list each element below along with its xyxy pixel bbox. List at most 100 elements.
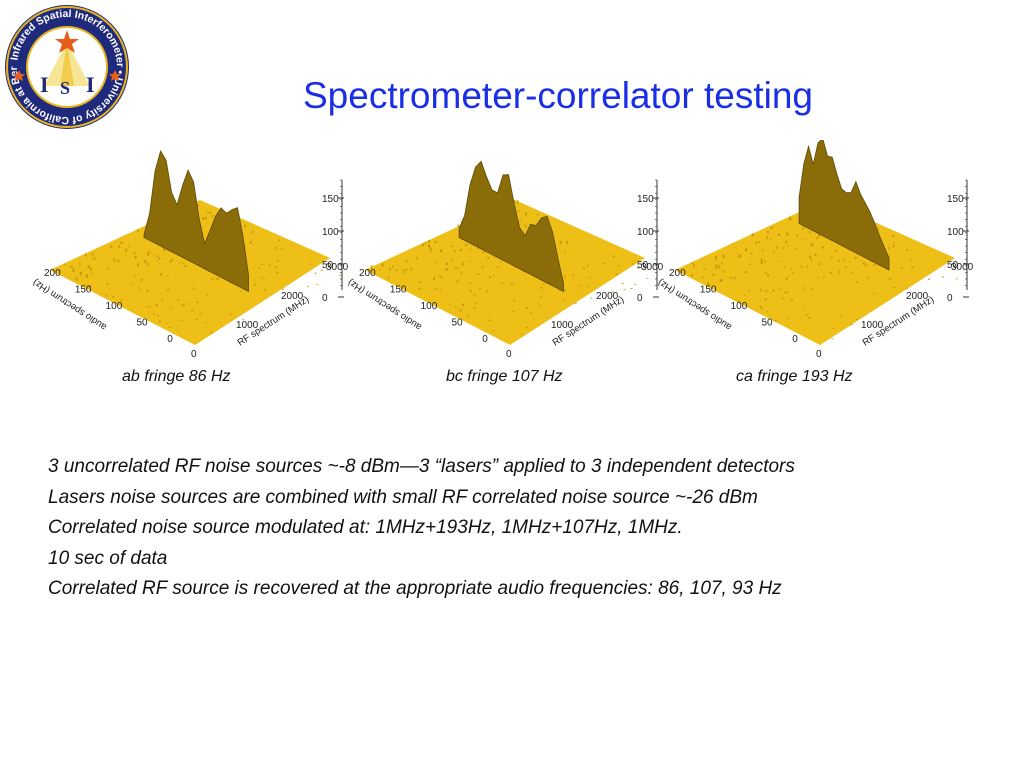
noise-texture [166, 290, 169, 292]
noise-texture [761, 249, 764, 251]
note-line: 10 sec of data [48, 547, 168, 569]
noise-texture [70, 265, 73, 269]
noise-texture [806, 265, 809, 268]
fringe-peak-ridge [143, 149, 249, 293]
noise-texture [526, 327, 529, 329]
noise-texture [524, 224, 527, 228]
audio-tick-label: 150 [700, 284, 717, 295]
noise-texture [822, 276, 825, 278]
noise-texture [690, 274, 693, 277]
noise-texture [147, 252, 149, 256]
audio-tick-label: 100 [731, 301, 748, 312]
z-tick-label: 50 [637, 260, 649, 271]
noise-texture [501, 282, 504, 285]
noise-texture [165, 323, 168, 325]
noise-texture [136, 263, 139, 267]
noise-texture [195, 318, 198, 321]
noise-texture [251, 231, 254, 234]
noise-texture [559, 240, 562, 244]
noise-texture [809, 244, 812, 247]
noise-texture [510, 283, 513, 286]
noise-texture [84, 254, 87, 256]
noise-texture [830, 272, 832, 274]
noise-texture [106, 268, 109, 270]
noise-texture [277, 259, 279, 262]
noise-texture [138, 287, 141, 289]
noise-texture [634, 283, 637, 285]
noise-texture [693, 264, 695, 268]
noise-texture [764, 260, 767, 263]
noise-texture [261, 263, 263, 266]
noise-texture [837, 259, 840, 262]
rf-tick-label: 1000 [861, 320, 884, 331]
noise-texture [781, 297, 784, 299]
noise-texture [387, 276, 390, 280]
noise-texture [849, 261, 852, 263]
noise-texture [738, 254, 741, 258]
noise-texture [166, 275, 169, 277]
noise-texture [720, 278, 723, 282]
noise-texture [777, 233, 780, 236]
noise-texture [892, 242, 895, 244]
noise-texture [729, 276, 732, 279]
noise-texture [759, 288, 762, 292]
noise-texture [488, 276, 491, 279]
noise-texture [370, 265, 373, 269]
noise-texture [785, 278, 788, 280]
noise-texture [783, 266, 786, 268]
noise-texture [802, 307, 805, 309]
noise-texture [163, 248, 166, 252]
noise-texture [769, 238, 772, 241]
audio-tick-label: 50 [136, 317, 148, 328]
noise-texture [158, 263, 161, 265]
noise-texture [572, 274, 575, 276]
noise-texture [462, 303, 464, 306]
noise-texture [854, 256, 857, 259]
noise-texture [722, 270, 725, 273]
noise-texture [184, 265, 187, 267]
noise-texture [92, 257, 95, 261]
noise-texture [211, 278, 214, 280]
noise-texture [707, 282, 710, 286]
noise-texture [239, 290, 242, 293]
noise-texture [295, 292, 297, 294]
noise-texture [459, 249, 462, 252]
note-line: Correlated RF source is recovered at the… [48, 578, 782, 599]
audio-tick-label: 50 [451, 317, 463, 328]
noise-texture [439, 289, 442, 291]
noise-texture [808, 231, 811, 234]
surface-floor [675, 200, 955, 345]
noise-texture [892, 235, 895, 238]
noise-texture [170, 307, 173, 309]
noise-texture [147, 263, 150, 266]
noise-texture [429, 246, 432, 250]
z-tick-label: 150 [322, 194, 339, 205]
noise-texture [720, 262, 723, 264]
noise-texture [787, 317, 790, 319]
noise-texture [261, 277, 263, 279]
audio-tick-label: 150 [75, 284, 92, 295]
noise-texture [254, 284, 256, 286]
noise-texture [873, 264, 876, 266]
noise-texture [157, 314, 160, 317]
noise-texture [421, 243, 424, 247]
noise-texture [391, 265, 394, 268]
noise-texture [717, 266, 720, 269]
noise-texture [909, 258, 912, 261]
noise-texture [855, 318, 858, 320]
noise-texture [580, 292, 583, 294]
noise-texture [429, 249, 432, 253]
noise-texture [786, 244, 789, 247]
noise-texture [564, 289, 566, 291]
noise-texture [473, 293, 476, 296]
noise-texture [941, 276, 944, 278]
noise-texture [810, 258, 813, 261]
noise-texture [536, 214, 539, 216]
rf-tick-label: 1000 [236, 320, 259, 331]
noise-texture [850, 271, 853, 274]
noise-texture [488, 319, 491, 322]
z-tick-label: 150 [637, 194, 654, 205]
noise-texture [800, 266, 803, 268]
noise-texture [140, 278, 143, 282]
noise-texture [646, 277, 649, 279]
